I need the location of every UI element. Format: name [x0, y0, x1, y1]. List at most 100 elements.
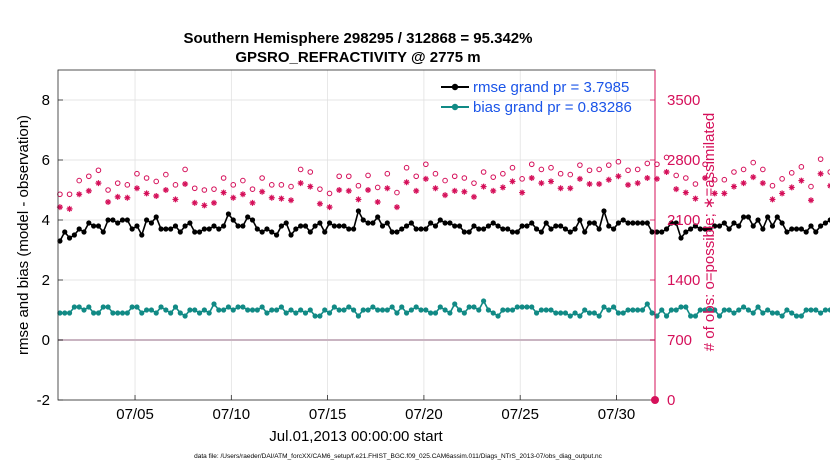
rmse-point — [351, 226, 357, 232]
bias-point — [379, 307, 386, 313]
x-tick-label: 07/20 — [405, 406, 443, 423]
bias-point — [466, 304, 472, 310]
bias-point — [240, 304, 246, 310]
assimilated-obs-point — [220, 189, 227, 196]
bias-point — [408, 307, 414, 313]
bias-point — [81, 307, 87, 313]
possible-obs-point — [336, 173, 342, 180]
bias-point — [505, 307, 511, 313]
possible-obs-point — [114, 180, 121, 186]
assimilated-obs-point — [798, 177, 805, 184]
bias-point — [827, 307, 830, 313]
rmse-point — [283, 220, 289, 226]
rmse-point — [529, 220, 535, 226]
rmse-point — [399, 226, 405, 232]
chart-title: Southern Hemisphere 298295 / 312868 = 95… — [184, 30, 533, 47]
rmse-point — [596, 226, 602, 232]
bias-point — [452, 301, 458, 307]
rmse-point — [673, 220, 679, 226]
assimilated-obs-point — [268, 194, 275, 201]
possible-obs-point — [423, 161, 429, 168]
bias-point — [100, 304, 106, 310]
rmse-point — [577, 217, 583, 223]
bias-point — [514, 304, 520, 310]
assimilated-obs-point — [172, 196, 179, 203]
bias-point — [495, 313, 501, 319]
rmse-point — [86, 220, 92, 226]
rmse-point — [346, 226, 352, 232]
y-tick-label-left: 0 — [42, 332, 50, 349]
possible-obs-point — [230, 182, 237, 188]
assimilated-obs-point — [384, 185, 391, 192]
bias-point — [307, 307, 313, 313]
rmse-point — [760, 226, 766, 232]
bias-point — [716, 313, 723, 319]
rmse-point — [500, 226, 506, 232]
rmse-point — [697, 226, 703, 232]
assimilated-obs-point — [615, 173, 622, 180]
bias-point — [259, 304, 265, 310]
assimilated-obs-point — [105, 199, 112, 205]
bias-point — [225, 304, 232, 310]
bias-point — [476, 307, 482, 313]
possible-obs-point — [86, 173, 92, 180]
data-file-footnote: data file: /Users/raeder/DAI/ATM_forcXX/… — [194, 453, 603, 460]
assimilated-obs-point — [528, 175, 535, 181]
assimilated-obs-point — [817, 170, 824, 177]
rmse-point — [336, 223, 342, 229]
y-tick-label-right: 2100 — [667, 212, 700, 229]
possible-obs-point — [442, 177, 448, 184]
bias-point — [625, 307, 631, 313]
assimilated-obs-point — [653, 175, 660, 182]
rmse-point — [259, 229, 265, 235]
possible-obs-point — [220, 175, 227, 181]
rmse-series — [57, 208, 830, 244]
rmse-point — [514, 229, 520, 235]
bias-point — [341, 307, 347, 313]
rmse-point — [750, 223, 756, 229]
bias-point — [765, 307, 771, 313]
bias-point — [818, 310, 824, 316]
y-tick-label-left: 6 — [42, 152, 50, 169]
rmse-point — [288, 232, 294, 238]
bias-point — [264, 310, 270, 316]
possible-obs-point — [211, 186, 217, 192]
assimilated-obs-point — [644, 175, 651, 181]
rmse-point — [688, 226, 694, 232]
bias-point — [456, 307, 463, 313]
bias-point — [119, 310, 126, 316]
rmse-point — [264, 226, 270, 232]
rmse-point — [206, 226, 212, 232]
bias-point — [423, 307, 429, 313]
possible-obs-point — [413, 173, 420, 180]
rmse-point — [755, 217, 761, 223]
rmse-point — [567, 229, 573, 235]
rmse-point — [124, 217, 130, 223]
rmse-point — [105, 217, 111, 223]
bias-point — [394, 310, 400, 316]
bias-point — [755, 304, 761, 310]
bias-point — [649, 310, 655, 316]
assimilated-obs-point — [201, 202, 208, 209]
possible-obs-point — [827, 169, 830, 175]
rmse-point — [601, 208, 607, 214]
rmse-point — [143, 217, 150, 223]
bias-point — [683, 304, 689, 310]
possible-obs-point — [134, 170, 140, 177]
rmse-point — [692, 223, 699, 229]
possible-obs-point — [307, 169, 314, 175]
possible-obs-point — [683, 175, 689, 181]
bias-point — [572, 310, 578, 316]
rmse-point — [245, 214, 251, 220]
rmse-point — [119, 217, 126, 223]
assimilated-obs-point — [85, 187, 92, 194]
bias-point — [163, 307, 169, 313]
bias-point — [331, 304, 337, 310]
rmse-point — [413, 226, 419, 232]
y-tick-label-right: 1400 — [667, 272, 700, 289]
y-axis-right: 0 700 1400 2100 2800 3500 — [650, 70, 700, 409]
bias-point — [591, 310, 597, 316]
rmse-point — [644, 220, 650, 226]
bias-point — [784, 307, 790, 313]
bias-point — [168, 310, 174, 316]
